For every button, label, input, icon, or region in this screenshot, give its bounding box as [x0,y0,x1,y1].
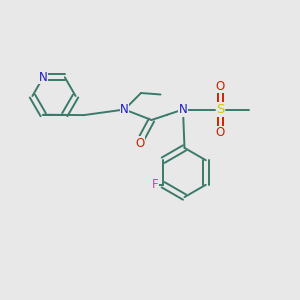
Text: N: N [120,103,129,116]
Text: N: N [178,103,188,116]
Text: F: F [152,178,158,191]
Text: O: O [216,80,225,93]
Text: N: N [39,71,48,84]
Text: O: O [216,126,225,139]
Text: O: O [135,136,144,150]
Text: S: S [216,103,225,116]
